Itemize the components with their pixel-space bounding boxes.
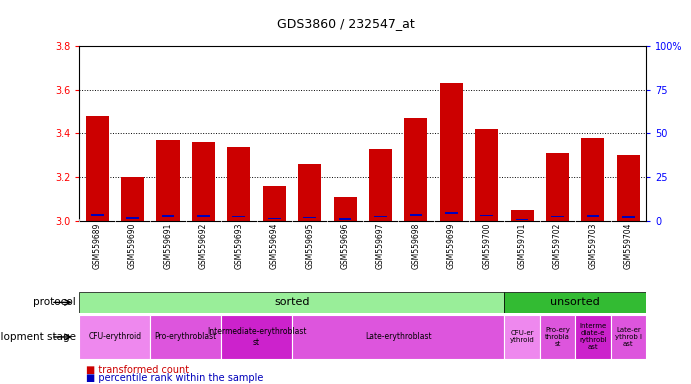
- Text: GSM559697: GSM559697: [376, 222, 385, 269]
- FancyBboxPatch shape: [575, 315, 611, 359]
- Text: Interme
diate-e
rythrobl
ast: Interme diate-e rythrobl ast: [579, 323, 607, 351]
- Text: GSM559690: GSM559690: [128, 222, 137, 269]
- Bar: [156, 140, 180, 221]
- Text: Intermediate-erythroblast
st: Intermediate-erythroblast st: [207, 327, 306, 347]
- Bar: [126, 217, 139, 218]
- Bar: [622, 216, 635, 217]
- Bar: [162, 215, 174, 217]
- Text: GSM559696: GSM559696: [341, 222, 350, 269]
- Bar: [227, 147, 250, 221]
- Text: sorted: sorted: [274, 297, 310, 308]
- Text: Pro-ery
throbla
st: Pro-ery throbla st: [545, 327, 570, 347]
- Text: Pro-erythroblast: Pro-erythroblast: [155, 333, 217, 341]
- Bar: [511, 210, 533, 221]
- Text: development stage: development stage: [0, 332, 76, 342]
- Bar: [298, 164, 321, 221]
- Text: GSM559701: GSM559701: [518, 222, 527, 269]
- Bar: [587, 215, 599, 217]
- Bar: [334, 197, 357, 221]
- FancyBboxPatch shape: [151, 315, 221, 359]
- Bar: [86, 116, 108, 221]
- FancyBboxPatch shape: [504, 315, 540, 359]
- Bar: [91, 214, 104, 215]
- Bar: [546, 153, 569, 221]
- FancyBboxPatch shape: [79, 315, 151, 359]
- Text: GSM559692: GSM559692: [199, 222, 208, 269]
- Text: GSM559698: GSM559698: [411, 222, 420, 269]
- Bar: [192, 142, 215, 221]
- Text: GSM559695: GSM559695: [305, 222, 314, 269]
- Bar: [439, 83, 463, 221]
- Bar: [197, 215, 210, 217]
- Text: GSM559693: GSM559693: [234, 222, 243, 269]
- Bar: [268, 218, 281, 219]
- Text: ■ percentile rank within the sample: ■ percentile rank within the sample: [86, 373, 264, 383]
- Text: GSM559691: GSM559691: [164, 222, 173, 269]
- Bar: [551, 216, 564, 217]
- Bar: [445, 212, 457, 214]
- FancyBboxPatch shape: [504, 292, 646, 313]
- Bar: [581, 138, 605, 221]
- Text: GSM559704: GSM559704: [624, 222, 633, 269]
- Bar: [475, 129, 498, 221]
- Text: CFU-erythroid: CFU-erythroid: [88, 333, 142, 341]
- FancyBboxPatch shape: [611, 315, 646, 359]
- Text: GSM559702: GSM559702: [553, 222, 562, 269]
- Bar: [410, 214, 422, 216]
- Text: GSM559703: GSM559703: [589, 222, 598, 269]
- Text: GSM559689: GSM559689: [93, 222, 102, 269]
- Bar: [404, 118, 428, 221]
- Bar: [369, 149, 392, 221]
- Text: unsorted: unsorted: [551, 297, 600, 308]
- Bar: [263, 186, 286, 221]
- FancyBboxPatch shape: [540, 315, 575, 359]
- Bar: [480, 215, 493, 216]
- FancyBboxPatch shape: [79, 292, 504, 313]
- Bar: [303, 217, 316, 218]
- Text: Late-erythroblast: Late-erythroblast: [365, 333, 431, 341]
- Text: ■ transformed count: ■ transformed count: [86, 365, 189, 375]
- FancyBboxPatch shape: [221, 315, 292, 359]
- Bar: [339, 218, 352, 220]
- Text: Late-er
ythrob l
ast: Late-er ythrob l ast: [615, 327, 642, 347]
- FancyBboxPatch shape: [292, 315, 504, 359]
- Text: GSM559699: GSM559699: [447, 222, 456, 269]
- Text: GSM559700: GSM559700: [482, 222, 491, 269]
- Bar: [232, 215, 245, 217]
- Bar: [617, 155, 640, 221]
- Text: CFU-er
ythroid: CFU-er ythroid: [510, 331, 535, 343]
- Bar: [515, 219, 529, 220]
- Bar: [374, 216, 387, 217]
- Text: GDS3860 / 232547_at: GDS3860 / 232547_at: [276, 17, 415, 30]
- Text: protocol: protocol: [33, 297, 76, 308]
- Text: GSM559694: GSM559694: [269, 222, 278, 269]
- Bar: [121, 177, 144, 221]
